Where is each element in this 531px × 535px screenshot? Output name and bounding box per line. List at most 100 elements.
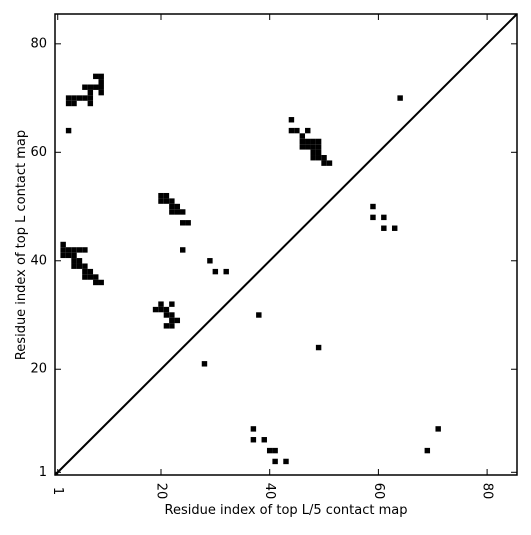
contact	[163, 312, 170, 318]
contact	[158, 198, 164, 204]
contact	[76, 258, 83, 264]
contact	[174, 203, 181, 210]
contact	[158, 306, 164, 313]
contact	[180, 209, 186, 215]
x-axis-label: Residue index of top L/5 contact map	[165, 503, 408, 518]
contact	[250, 426, 257, 432]
contact	[305, 138, 311, 145]
contact	[71, 95, 77, 101]
contact	[321, 160, 327, 166]
contact	[60, 252, 66, 259]
contact	[65, 100, 72, 107]
contact	[288, 127, 295, 134]
contact	[174, 317, 181, 324]
contact	[299, 138, 306, 145]
contact	[381, 225, 387, 231]
contact	[201, 361, 208, 367]
contact	[326, 160, 333, 166]
contact	[82, 274, 88, 280]
contact	[163, 198, 170, 204]
contact	[93, 73, 99, 80]
contact	[169, 198, 175, 204]
contact	[169, 323, 175, 329]
contact	[310, 144, 316, 150]
contact	[299, 144, 306, 150]
contact	[169, 209, 175, 215]
y-tick-label: 20	[30, 362, 47, 377]
x-tick-label: 60	[371, 483, 386, 500]
x-tick-label: 40	[262, 483, 277, 500]
contact	[174, 209, 181, 215]
contact	[71, 263, 77, 269]
contact	[370, 214, 376, 221]
contact	[305, 127, 311, 134]
contact	[98, 79, 104, 85]
contact	[169, 301, 175, 307]
contact	[305, 144, 311, 150]
diagonal	[54, 13, 518, 476]
contact	[163, 192, 170, 199]
contact	[397, 95, 403, 101]
contact	[98, 279, 104, 286]
contact	[76, 263, 83, 269]
contact	[272, 447, 278, 454]
contact	[65, 95, 72, 101]
y-tick-label: 1	[39, 465, 47, 480]
contact	[250, 437, 257, 443]
contact	[87, 84, 94, 90]
contact	[163, 323, 170, 329]
contact	[315, 155, 322, 161]
contact	[65, 127, 72, 134]
contact	[71, 252, 77, 259]
contact	[288, 117, 295, 123]
contact	[315, 138, 322, 145]
contact	[299, 133, 306, 139]
y-tick-label: 40	[30, 253, 47, 268]
contact	[223, 268, 229, 275]
contact	[272, 458, 278, 465]
contact	[82, 247, 88, 253]
contact	[261, 437, 267, 443]
plot-frame	[54, 13, 518, 476]
contact	[381, 214, 387, 221]
contact	[212, 268, 219, 275]
contact	[65, 247, 72, 253]
contact	[93, 84, 99, 90]
contact	[391, 225, 398, 231]
y-tick-label: 80	[30, 36, 47, 51]
contact	[294, 127, 300, 134]
x-tick-label: 20	[153, 483, 168, 500]
y-tick-label: 60	[30, 145, 47, 160]
contact	[87, 89, 94, 96]
contact	[71, 100, 77, 107]
contact	[87, 95, 94, 101]
x-tick-label: 80	[480, 483, 495, 500]
contact	[60, 247, 66, 253]
contact	[76, 95, 83, 101]
contact	[310, 138, 316, 145]
contact	[82, 268, 88, 275]
contact	[152, 306, 159, 313]
contact	[256, 312, 262, 318]
contact	[185, 220, 191, 226]
contact	[93, 279, 99, 286]
contact	[207, 258, 213, 264]
contact	[283, 458, 289, 465]
contact	[424, 447, 431, 454]
contact	[180, 247, 186, 253]
contact	[65, 252, 72, 259]
contact	[315, 344, 322, 351]
contact	[435, 426, 441, 432]
contact	[98, 84, 104, 90]
contact	[169, 312, 175, 318]
contact	[315, 149, 322, 156]
contact	[163, 306, 170, 313]
contact	[98, 73, 104, 80]
contact	[76, 247, 83, 253]
contact	[87, 100, 94, 107]
contact	[315, 144, 322, 150]
x-tick-label: 1	[50, 487, 65, 495]
contact	[82, 84, 88, 90]
contact	[60, 241, 66, 248]
